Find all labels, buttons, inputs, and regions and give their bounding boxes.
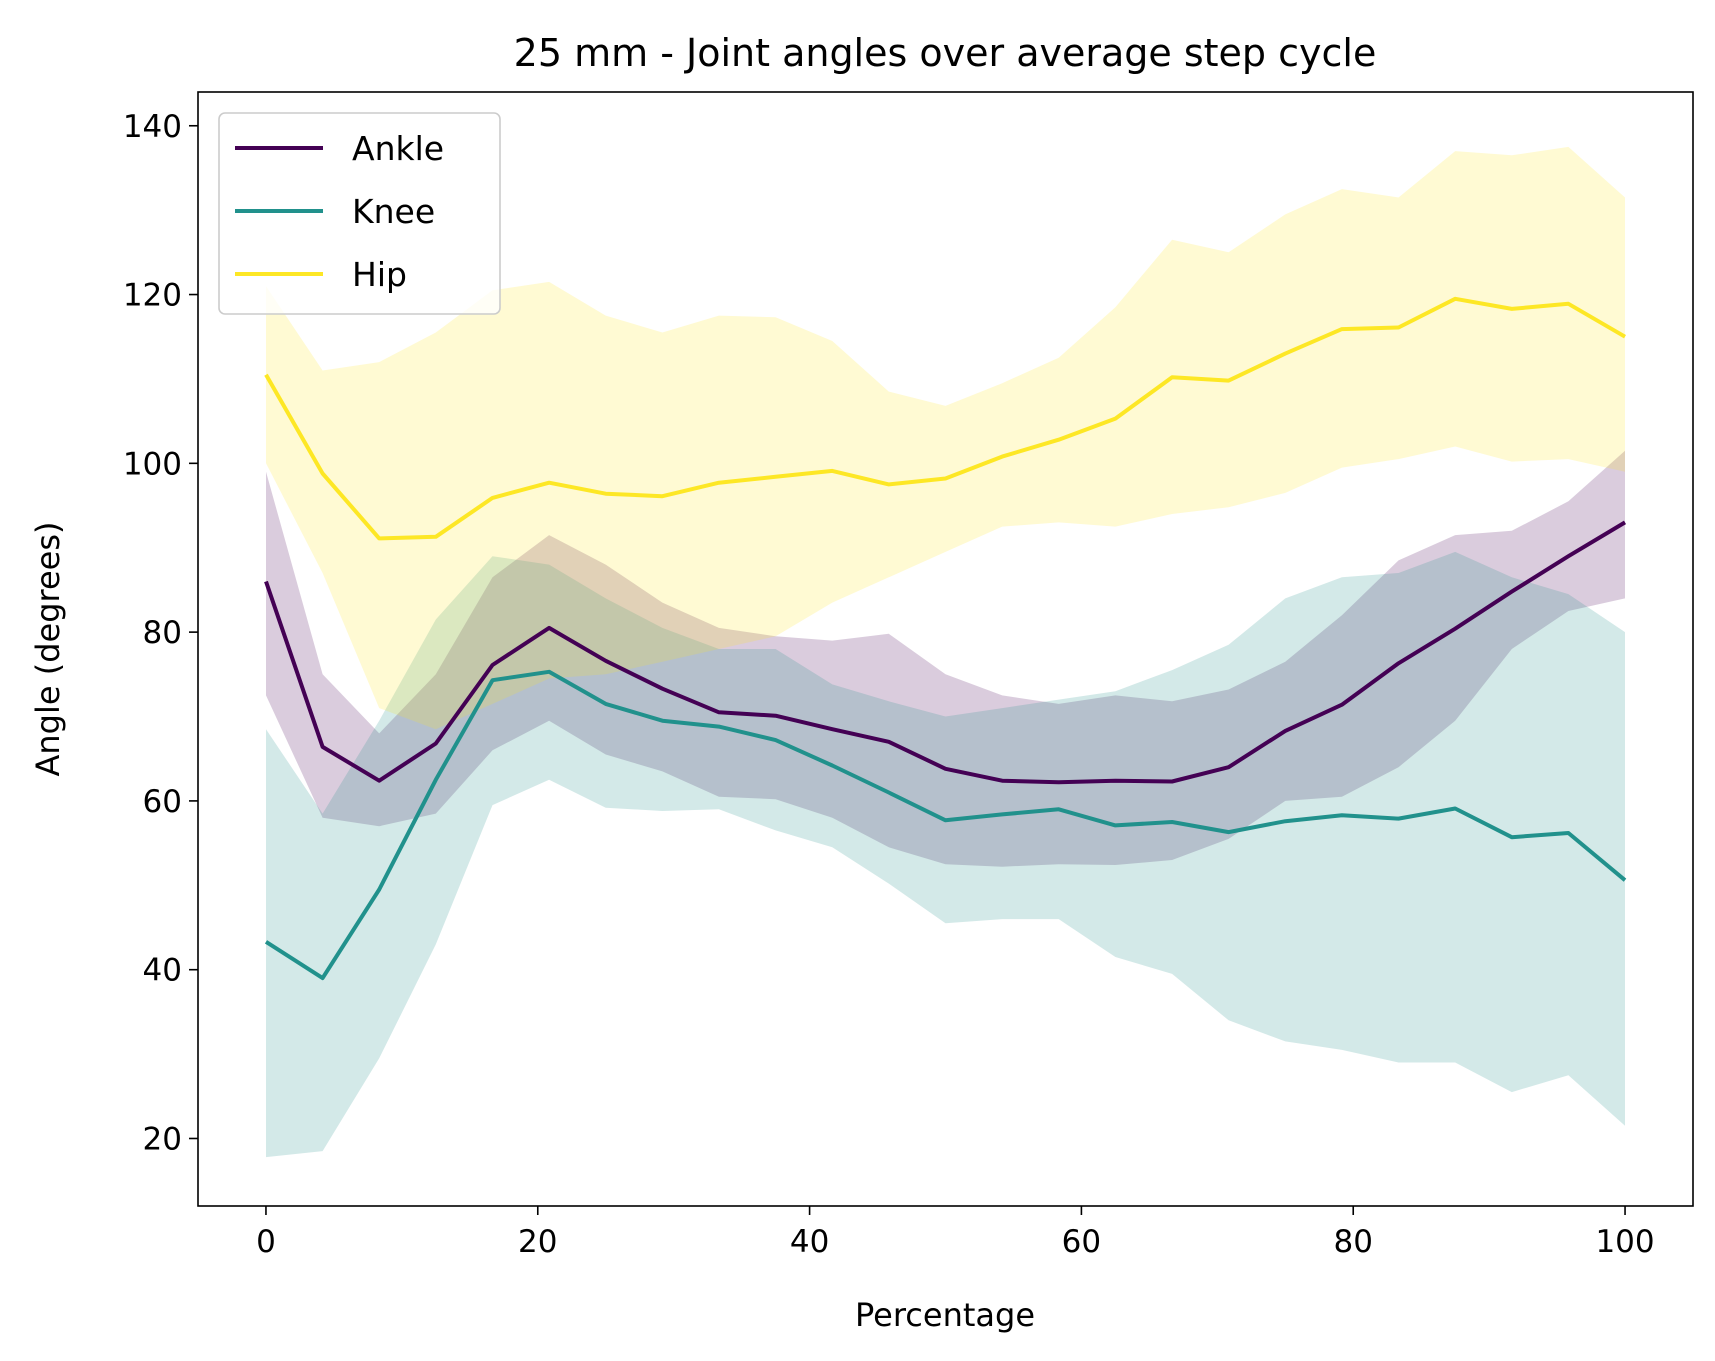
y-tick-label: 140 — [123, 109, 182, 145]
x-tick-label: 80 — [1334, 1224, 1373, 1260]
line-hip — [264, 296, 1627, 541]
series-lines — [264, 296, 1627, 981]
y-tick-label: 60 — [143, 784, 182, 820]
legend: Ankle Knee Hip — [218, 112, 501, 315]
band-hip — [266, 146, 1625, 730]
legend-label-hip: Hip — [352, 255, 407, 294]
line-knee — [264, 669, 1627, 981]
x-tick-label: 0 — [256, 1224, 276, 1260]
x-tick-label: 20 — [518, 1224, 557, 1260]
y-tick-label: 120 — [123, 278, 182, 314]
line-ankle — [264, 520, 1627, 785]
legend-box — [218, 112, 501, 315]
x-tick-label: 100 — [1595, 1224, 1654, 1260]
y-tick-label: 40 — [143, 953, 182, 989]
x-axis-title: Percentage — [855, 1296, 1035, 1334]
legend-label-knee: Knee — [352, 192, 435, 231]
x-axis-ticks: 0 20 40 60 80 100 — [256, 1206, 1655, 1260]
x-tick-label: 60 — [1062, 1224, 1101, 1260]
y-tick-label: 20 — [143, 1121, 182, 1157]
x-tick-label: 40 — [790, 1224, 829, 1260]
y-axis-ticks: 20 40 60 80 100 120 140 — [123, 109, 198, 1157]
plot-frame — [197, 91, 1694, 1207]
legend-label-ankle: Ankle — [352, 129, 444, 168]
chart-title: 25 mm - Joint angles over average step c… — [514, 31, 1377, 75]
band-ankle — [266, 450, 1625, 867]
y-tick-label: 80 — [143, 615, 182, 651]
y-axis-title: Angle (degrees) — [29, 521, 67, 776]
y-tick-label: 100 — [123, 446, 182, 482]
